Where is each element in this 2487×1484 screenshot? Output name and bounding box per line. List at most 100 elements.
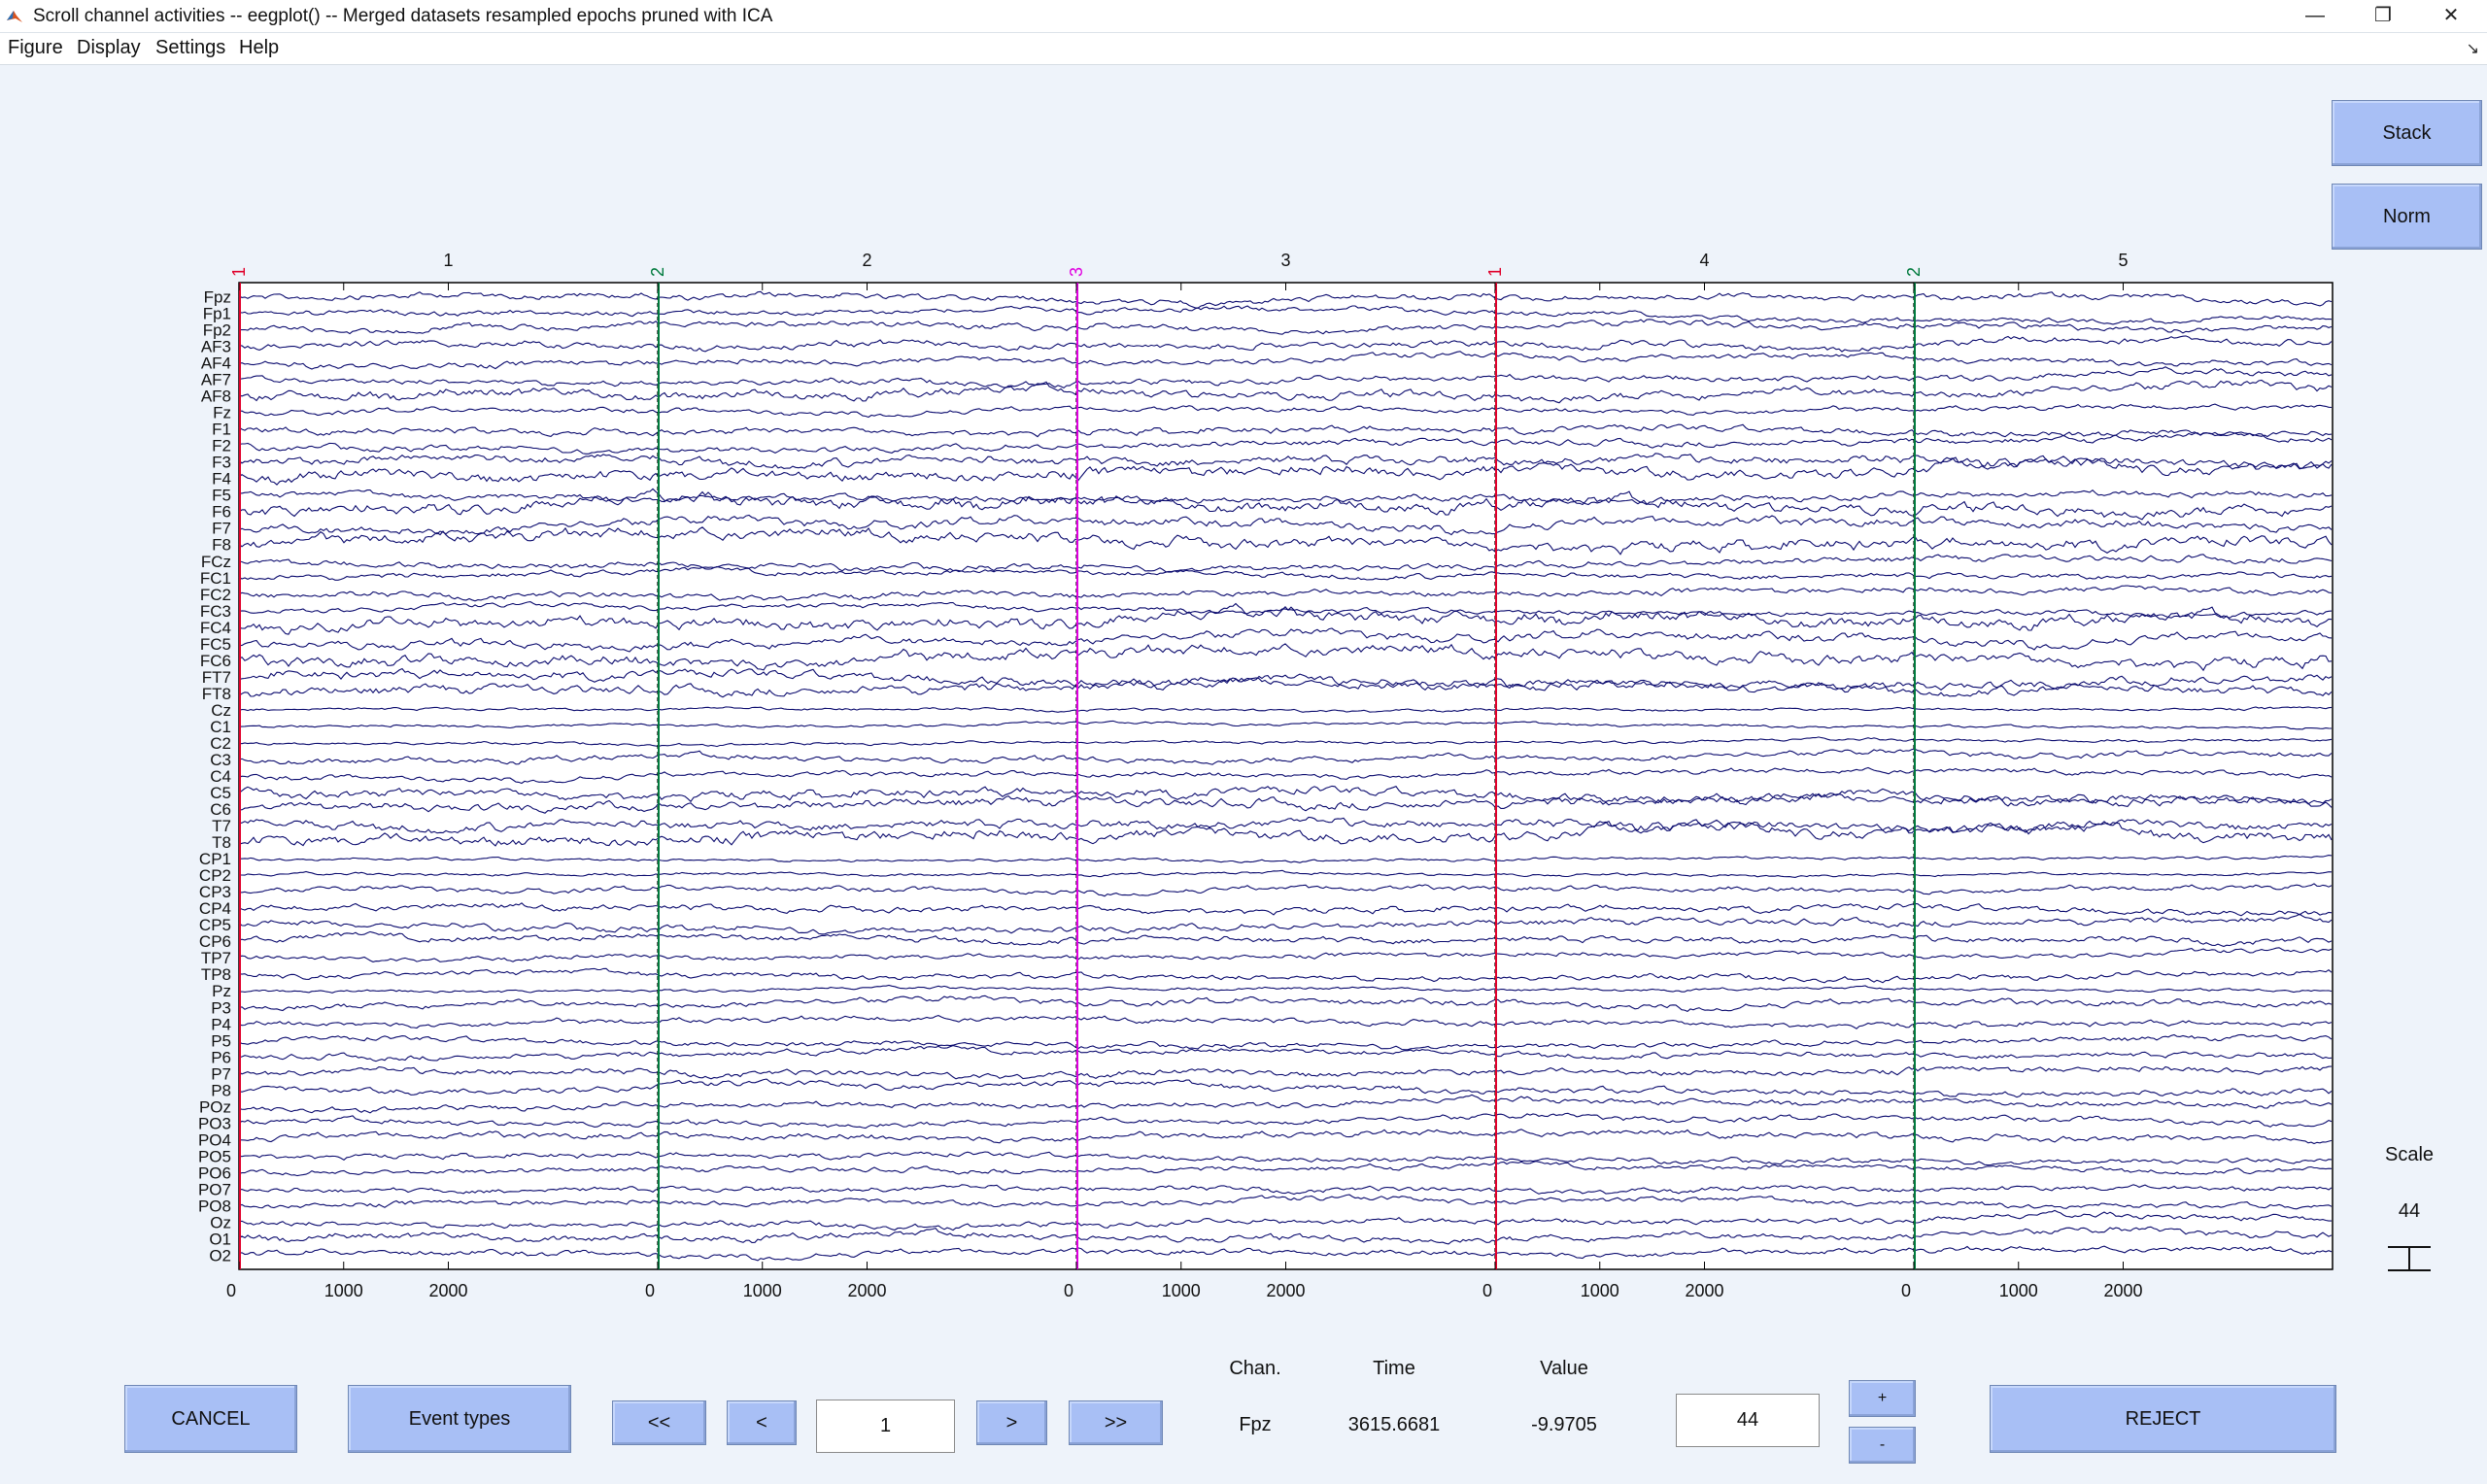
channel-label: PO8 <box>198 1197 231 1215</box>
channel-trace <box>238 403 2333 419</box>
title-bar: Scroll channel activities -- eegplot() -… <box>0 0 2487 33</box>
prev-epoch-button[interactable]: < <box>727 1400 797 1445</box>
scale-label: Scale <box>2384 1144 2435 1165</box>
channel-trace <box>238 673 2333 698</box>
chan-label: Chan. <box>1229 1358 1281 1379</box>
first-epoch-button[interactable]: << <box>612 1400 706 1445</box>
restore-button[interactable]: ❐ <box>2374 5 2392 26</box>
reject-button[interactable]: REJECT <box>1990 1385 2336 1453</box>
last-epoch-button[interactable]: >> <box>1069 1400 1163 1445</box>
scale-increase-button[interactable]: + <box>1849 1380 1916 1417</box>
epoch-number: 5 <box>2118 251 2128 270</box>
x-tick-label: 1000 <box>324 1281 363 1300</box>
channel-label: O1 <box>209 1231 231 1249</box>
channel-label: AF4 <box>201 354 231 373</box>
x-tick-label: 2000 <box>2103 1281 2142 1300</box>
channel-label: FC6 <box>200 652 231 670</box>
channel-trace <box>238 1245 2333 1262</box>
channel-label: F1 <box>212 421 231 439</box>
channel-label: FT7 <box>202 668 231 687</box>
window-title: Scroll channel activities -- eegplot() -… <box>33 6 773 26</box>
channel-label: F7 <box>212 520 231 538</box>
channel-trace <box>238 453 2333 470</box>
channel-label: TP7 <box>201 949 231 967</box>
channel-trace <box>238 423 2333 438</box>
toolbar-toggle-icon[interactable]: ↘ <box>2466 41 2479 57</box>
channel-label: CP4 <box>199 899 231 918</box>
channel-label: T7 <box>212 817 231 835</box>
x-tick-label: 1000 <box>1999 1281 2038 1300</box>
channel-trace <box>238 766 2333 785</box>
matlab-icon <box>7 11 22 22</box>
channel-trace <box>238 816 2333 834</box>
channel-trace <box>239 319 2333 335</box>
channel-trace <box>238 1226 2333 1245</box>
channel-label: C2 <box>210 734 231 753</box>
event-types-button[interactable]: Event types <box>348 1385 571 1453</box>
channel-trace <box>238 720 2333 730</box>
x-tick-label: 2000 <box>1685 1281 1723 1300</box>
minimize-button[interactable]: — <box>2305 5 2325 26</box>
scale-input[interactable]: 44 <box>1676 1394 1820 1447</box>
channel-trace <box>238 869 2333 878</box>
channel-trace <box>238 305 2333 325</box>
x-tick-label: 0 <box>645 1281 655 1300</box>
channel-trace <box>238 351 2333 370</box>
menu-display[interactable]: Display <box>77 37 141 58</box>
epoch-input[interactable]: 1 <box>816 1400 955 1453</box>
menu-figure[interactable]: Figure <box>8 37 63 58</box>
channel-label: Fp2 <box>203 321 231 340</box>
channel-trace <box>238 930 2333 948</box>
x-tick-label: 1000 <box>743 1281 782 1300</box>
channel-trace <box>238 526 2333 556</box>
menu-bar: Figure Display Settings Help ↘ <box>0 33 2487 65</box>
channel-label: PO7 <box>198 1180 231 1198</box>
channel-trace <box>238 967 2333 984</box>
scale-bar-icon <box>2388 1246 2431 1271</box>
channel-label: FC4 <box>200 619 231 637</box>
channel-trace <box>238 667 2333 693</box>
channel-trace <box>238 1015 2333 1029</box>
channel-trace <box>238 1129 2333 1145</box>
channel-trace <box>238 585 2333 602</box>
channel-label: F8 <box>212 536 231 555</box>
eeg-plot[interactable]: FpzFp1Fp2AF3AF4AF7AF8FzF1F2F3F4F5F6F7F8F… <box>0 0 2487 1379</box>
channel-trace <box>238 1094 2333 1114</box>
channel-label: PO5 <box>198 1147 231 1165</box>
channel-trace <box>238 366 2333 389</box>
menu-help[interactable]: Help <box>239 37 280 58</box>
channel-label: Fp1 <box>203 304 231 322</box>
channel-label: Oz <box>210 1213 231 1231</box>
stack-button[interactable]: Stack <box>2332 100 2482 166</box>
channel-trace <box>238 913 2333 935</box>
channel-trace <box>238 855 2333 863</box>
scale-decrease-button[interactable]: - <box>1849 1427 1916 1464</box>
channel-trace <box>238 1065 2333 1080</box>
channel-label: PO3 <box>198 1114 231 1132</box>
channel-label: Fpz <box>204 287 231 306</box>
channel-label: CP3 <box>199 883 231 901</box>
menu-settings[interactable]: Settings <box>155 37 226 58</box>
channel-trace <box>238 643 2333 672</box>
next-epoch-button[interactable]: > <box>976 1400 1047 1445</box>
channel-label: Pz <box>212 982 231 1000</box>
channel-label: C3 <box>210 751 231 769</box>
channel-trace <box>238 431 2333 455</box>
value-label: Value <box>1540 1358 1588 1379</box>
x-tick-label: 2000 <box>1266 1281 1305 1300</box>
close-button[interactable]: ✕ <box>2442 5 2460 26</box>
norm-button[interactable]: Norm <box>2332 184 2482 250</box>
channel-trace <box>238 819 2333 847</box>
channel-trace <box>238 489 2333 506</box>
cancel-button[interactable]: CANCEL <box>124 1385 297 1453</box>
channel-trace <box>238 1033 2333 1051</box>
epoch-number: 4 <box>1699 251 1709 270</box>
scale-value: 44 <box>2398 1200 2421 1222</box>
time-value: 3615.6681 <box>1347 1414 1441 1435</box>
x-tick-label: 0 <box>226 1281 236 1300</box>
channel-trace <box>238 554 2333 573</box>
channel-label: PO6 <box>198 1164 231 1182</box>
channel-trace <box>238 379 2333 404</box>
channel-trace <box>238 748 2333 765</box>
channel-trace <box>238 601 2333 619</box>
